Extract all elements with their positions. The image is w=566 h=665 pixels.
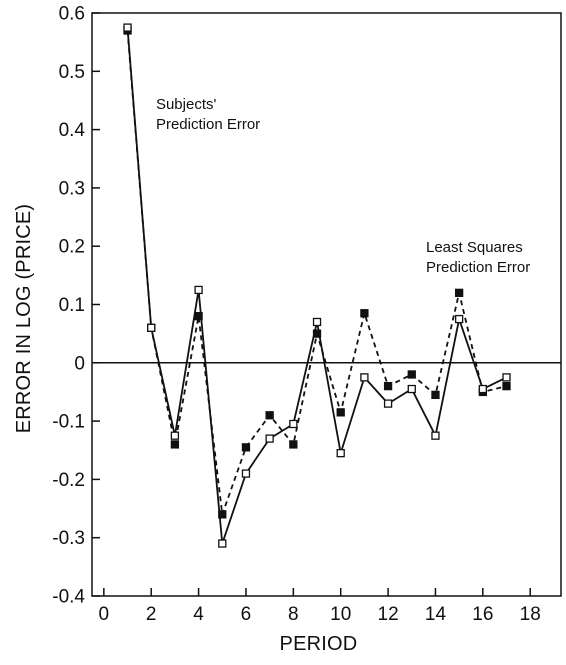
x-tick-label: 2 <box>146 604 157 625</box>
x-tick-label: 6 <box>241 604 252 625</box>
subjects-point <box>312 317 322 327</box>
x-tick-label: 18 <box>520 604 541 625</box>
subjects-point <box>170 431 180 440</box>
least-squares-point <box>289 440 298 449</box>
subjects-point <box>147 323 156 332</box>
least-squares-point <box>407 370 416 379</box>
least-squares-point <box>336 408 345 417</box>
annotation-line: Subjects' <box>156 96 217 113</box>
x-tick-label: 8 <box>288 604 299 625</box>
x-tick-label: 16 <box>472 604 493 625</box>
y-tick-label: 0.1 <box>59 295 85 316</box>
annotation-line: Prediction Error <box>426 259 530 276</box>
y-tick-label: 0 <box>74 353 85 374</box>
x-tick-label: 4 <box>193 604 204 625</box>
x-tick-label: 14 <box>425 604 447 625</box>
subjects-series <box>123 23 511 548</box>
subjects-point <box>478 384 487 394</box>
subjects-series-label: Subjects' Prediction Error <box>156 96 260 133</box>
least-squares-point <box>431 390 440 400</box>
annotation-layer: Subjects' Prediction Error Least Squares Pr… <box>156 96 530 276</box>
subjects-point <box>454 314 464 324</box>
y-tick-label: -0.3 <box>52 528 85 549</box>
y-tick-label: -0.4 <box>52 587 85 608</box>
x-tick-label: 0 <box>99 604 110 625</box>
y-tick-label: 0.5 <box>59 62 85 83</box>
y-tick-label: 0.6 <box>59 4 85 25</box>
y-axis-title: ERROR IN LOG (PRICE) <box>13 204 35 434</box>
subjects-point <box>360 373 369 382</box>
subjects-point <box>407 384 416 394</box>
y-tick-label: 0.3 <box>59 178 85 199</box>
subjects-point <box>336 449 345 458</box>
x-tick-label: 10 <box>330 604 351 625</box>
x-tick-label: 12 <box>378 604 399 625</box>
annotation-line: Prediction Error <box>156 116 260 133</box>
subjects-point <box>502 373 511 382</box>
subjects-point <box>289 419 298 429</box>
x-axis-title: PERIOD <box>280 633 358 655</box>
series-layer <box>123 23 511 548</box>
y-tick-label: 0.4 <box>59 120 86 141</box>
subjects-point <box>194 285 203 295</box>
subjects-point <box>383 399 393 408</box>
least-squares-point <box>454 288 464 297</box>
least-squares-point <box>170 440 180 449</box>
subjects-point <box>265 434 274 443</box>
subjects-point <box>218 539 227 548</box>
y-tick-label: 0.2 <box>59 237 85 258</box>
least-squares-point <box>265 411 274 420</box>
subjects-point <box>123 23 132 32</box>
y-tick-label: -0.1 <box>52 412 85 433</box>
annotation-line: Least Squares <box>426 239 523 256</box>
subjects-point <box>431 431 440 440</box>
subjects-point <box>241 469 251 478</box>
least-squares-point <box>241 443 251 452</box>
least-squares-point <box>502 381 511 391</box>
least-squares-series-label: Least Squares Prediction Error <box>426 239 530 276</box>
axes-layer: 0.6 0.5 0.4 0.3 0.2 0.1 0 -0.1 -0.2 -0.3 -0.4 0 2 4 6 8… <box>52 4 562 625</box>
y-tick-label: -0.2 <box>52 470 85 491</box>
least-squares-point <box>360 309 369 318</box>
least-squares-point <box>383 381 393 391</box>
